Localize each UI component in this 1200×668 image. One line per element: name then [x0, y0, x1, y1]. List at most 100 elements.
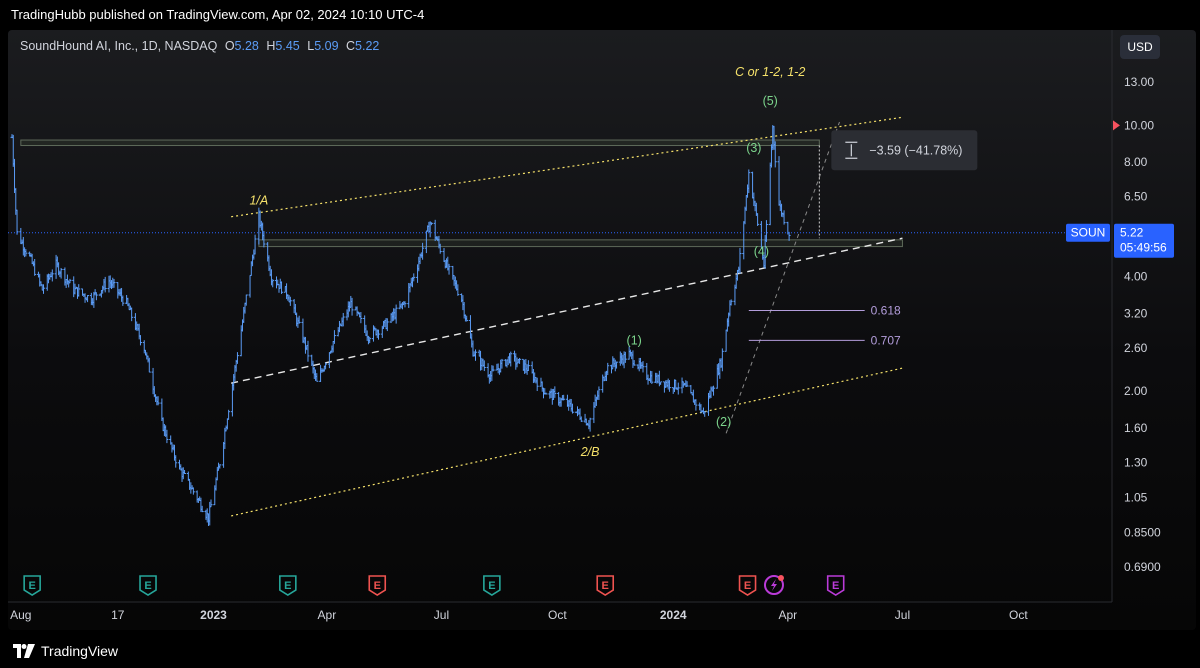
- price-bar: [327, 352, 331, 369]
- price-bar: [518, 357, 522, 364]
- earnings-icon: E: [596, 575, 615, 596]
- price-bar: [729, 299, 733, 306]
- wave-label: C or 1-2, 1-2: [735, 65, 805, 79]
- price-bar: [667, 380, 671, 392]
- chart-panel[interactable]: 0.618 0.707 −3.59 (−41.78%) 1/A 2/B C or 1-2,…: [8, 30, 1196, 630]
- price-bar: [456, 284, 460, 296]
- y-tick-label: 10.00: [1124, 118, 1154, 132]
- price-bar: [235, 352, 239, 364]
- dividend-bolt-icon: [763, 575, 784, 595]
- price-bar: [526, 360, 530, 372]
- price-bar: [773, 141, 777, 168]
- earnings-icon: E: [483, 575, 501, 596]
- tradingview-brand[interactable]: TradingView: [13, 641, 118, 661]
- earnings-letter: E: [284, 580, 291, 592]
- y-tick-label: 6.50: [1124, 190, 1148, 204]
- price-bar: [694, 399, 698, 411]
- price-bar: [500, 358, 504, 369]
- price-bar: [685, 381, 689, 387]
- earnings-letter: E: [144, 580, 151, 592]
- earnings-letter: E: [744, 580, 751, 592]
- price-bar: [764, 220, 768, 243]
- measure-box: [831, 130, 978, 171]
- wave-label: (4): [754, 244, 769, 258]
- price-bar: [24, 249, 28, 257]
- measure-label: −3.59 (−41.78%): [869, 143, 962, 157]
- price-bar: [588, 417, 592, 432]
- price-bar: [782, 210, 786, 225]
- price-bar: [429, 222, 433, 226]
- price-bar: [712, 385, 716, 396]
- price-bar: [297, 315, 301, 324]
- price-bar: [103, 276, 107, 293]
- x-tick-label: Aug: [10, 608, 31, 622]
- price-bar: [368, 336, 372, 344]
- resistance-zone: [258, 239, 903, 248]
- price-bar: [315, 373, 319, 382]
- price-bar: [280, 281, 284, 294]
- price-bar: [174, 455, 178, 468]
- countdown-label: 05:49:56: [1120, 241, 1167, 255]
- y-tick-label: 2.00: [1124, 384, 1148, 398]
- y-tick-label: 8.00: [1124, 155, 1148, 169]
- price-bar: [50, 269, 54, 282]
- tradingview-logo-icon: [13, 644, 35, 658]
- price-bar: [341, 312, 345, 327]
- y-tick-label: 0.6900: [1124, 560, 1161, 574]
- earnings-letter: E: [488, 580, 495, 592]
- x-tick-label: Jul: [434, 608, 449, 622]
- price-bar: [121, 295, 125, 306]
- earnings-shape: [368, 575, 387, 596]
- price-bar: [597, 386, 601, 400]
- x-tick-label: Apr: [778, 608, 797, 622]
- price-bar: [756, 213, 760, 226]
- symbol-name: SoundHound AI, Inc., 1D, NASDAQ: [20, 39, 218, 53]
- price-bar: [359, 312, 363, 324]
- price-bar: [606, 362, 610, 376]
- price-bar: [94, 292, 98, 301]
- channel-lower-line: [231, 367, 903, 517]
- x-tick-label: Jul: [895, 608, 910, 622]
- price-bar: [350, 297, 354, 316]
- wave-label: (5): [763, 94, 778, 108]
- price-bar: [200, 505, 204, 513]
- earnings-letter: E: [28, 580, 35, 592]
- price-bar: [403, 301, 407, 308]
- price-bar: [183, 469, 187, 475]
- price-bar: [225, 418, 229, 430]
- price-chart[interactable]: 0.618 0.707 −3.59 (−41.78%) 1/A 2/B C or 1-2,…: [8, 30, 1196, 630]
- price-bar: [421, 242, 425, 260]
- publish-line: TradingHubb published on TradingView.com…: [11, 7, 425, 22]
- open-key: O: [224, 39, 235, 53]
- earnings-shape: [738, 575, 757, 596]
- price-bar: [535, 377, 539, 391]
- earnings-shape: [483, 575, 501, 596]
- price-bar: [768, 162, 772, 226]
- price-bar: [676, 382, 680, 395]
- price-bar: [332, 330, 336, 344]
- price-bar: [288, 296, 292, 306]
- wave-label: 1/A: [249, 193, 268, 207]
- price-bar: [738, 247, 742, 274]
- close-value: 5.22: [355, 39, 380, 53]
- earnings-shape: [139, 575, 157, 596]
- earnings-shape: [826, 575, 845, 596]
- high-value: 5.45: [275, 39, 300, 53]
- price-bar: [218, 464, 222, 469]
- price-bar: [465, 315, 469, 322]
- price-bar: [59, 267, 63, 279]
- price-bar: [553, 386, 557, 398]
- price-bar: [41, 284, 45, 294]
- y-tick-label: 1.05: [1124, 491, 1148, 505]
- footer-bar: TradingView: [0, 634, 1200, 668]
- earnings-icon: E: [738, 575, 757, 596]
- earnings-icon: E: [139, 575, 157, 596]
- price-bar: [632, 360, 636, 366]
- last-price-label: 5.22: [1120, 226, 1144, 240]
- price-bar: [777, 156, 781, 206]
- price-bar: [412, 273, 416, 282]
- price-bar: [579, 416, 583, 422]
- price-bar: [324, 362, 328, 370]
- currency-button[interactable]: USD: [1120, 35, 1160, 59]
